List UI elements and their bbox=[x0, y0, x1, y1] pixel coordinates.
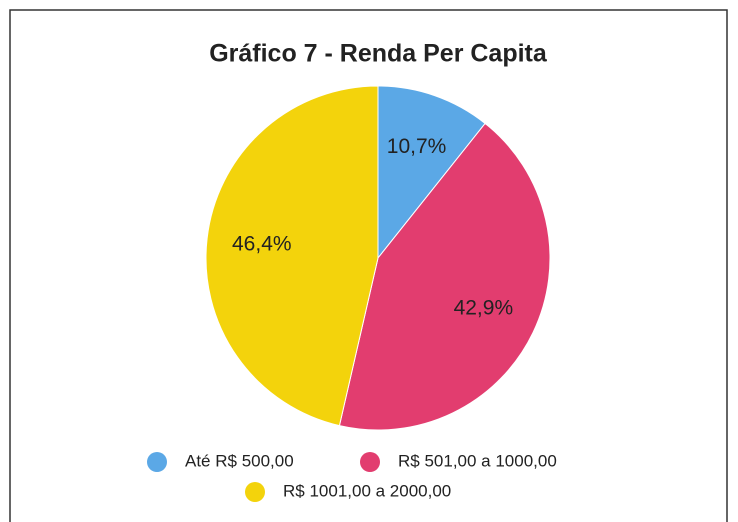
legend-label: R$ 1001,00 a 2000,00 bbox=[283, 481, 451, 500]
legend-label: R$ 501,00 a 1000,00 bbox=[398, 451, 557, 470]
data-label: 42,9% bbox=[454, 296, 514, 319]
legend-marker bbox=[360, 452, 380, 472]
legend-label: Até R$ 500,00 bbox=[185, 451, 294, 470]
pie-slice bbox=[338, 122, 551, 431]
legend-marker bbox=[245, 482, 265, 502]
chart-title: Gráfico 7 - Renda Per Capita bbox=[209, 40, 548, 68]
chart-border bbox=[9, 9, 728, 522]
pie-slice bbox=[377, 85, 486, 260]
data-label: 46,4% bbox=[232, 232, 292, 255]
data-label: 10,7% bbox=[387, 135, 447, 158]
legend-marker bbox=[147, 452, 167, 472]
pie-slice bbox=[205, 85, 379, 427]
